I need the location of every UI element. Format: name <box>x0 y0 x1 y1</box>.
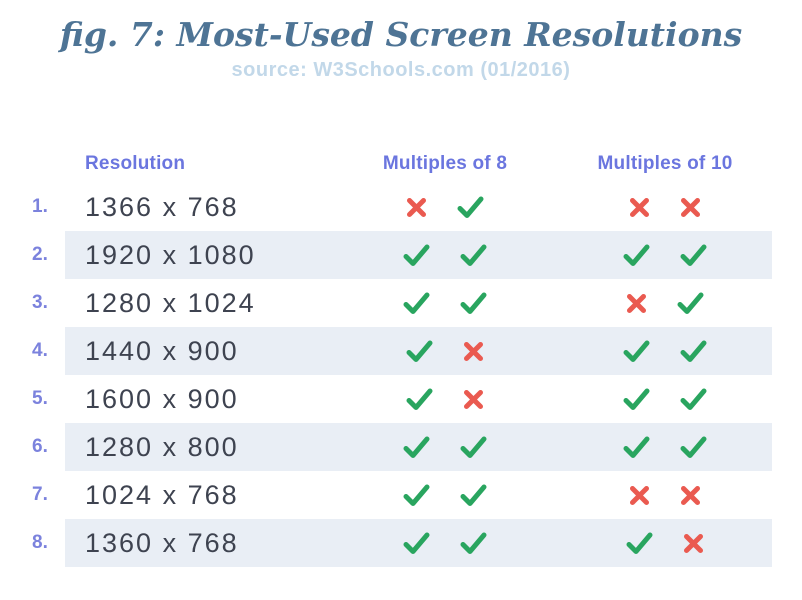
cross-icon <box>684 533 703 553</box>
row-band: 1366 x 768 <box>65 183 772 231</box>
table-row: 3. 1280 x 1024 <box>0 279 802 327</box>
row-number: 7. <box>32 484 48 505</box>
row-band: 1440 x 900 <box>65 327 772 375</box>
multiples-of-8-marks <box>365 532 525 555</box>
multiples-of-10-marks <box>585 532 745 555</box>
check-icon <box>403 244 430 266</box>
cross-icon <box>681 197 700 217</box>
multiples-of-10-marks <box>585 388 745 411</box>
check-icon <box>680 436 707 458</box>
table-header-row: Resolution Multiples of 8 Multiples of 1… <box>0 145 802 183</box>
check-icon <box>460 436 487 458</box>
table-body: 1. 1366 x 768 2. 1920 x 1080 3. 1280 x 1… <box>0 183 802 567</box>
check-icon <box>623 436 650 458</box>
resolution-value: 1280 x 800 <box>85 431 239 462</box>
cross-icon <box>630 485 649 505</box>
row-band: 1024 x 768 <box>65 471 772 519</box>
check-icon <box>403 292 430 314</box>
row-number: 5. <box>32 388 48 409</box>
table-row: 5. 1600 x 900 <box>0 375 802 423</box>
resolution-table: Resolution Multiples of 8 Multiples of 1… <box>0 145 802 567</box>
multiples-of-8-marks <box>365 292 525 315</box>
column-header-resolution: Resolution <box>85 153 186 174</box>
row-band: 1280 x 1024 <box>65 279 772 327</box>
multiples-of-10-marks <box>585 485 745 506</box>
table-row: 8. 1360 x 768 <box>0 519 802 567</box>
table-row: 2. 1920 x 1080 <box>0 231 802 279</box>
multiples-of-8-marks <box>365 196 525 219</box>
row-number: 1. <box>32 196 48 217</box>
header-band: Resolution Multiples of 8 Multiples of 1… <box>65 145 772 183</box>
resolution-value: 1440 x 900 <box>85 335 239 366</box>
figure-title: fig. 7: Most-Used Screen Resolutions <box>59 15 743 54</box>
check-icon <box>406 388 433 410</box>
cross-icon <box>681 485 700 505</box>
multiples-of-10-marks <box>585 436 745 459</box>
check-icon <box>680 388 707 410</box>
resolution-value: 1024 x 768 <box>85 479 239 510</box>
table-row: 1. 1366 x 768 <box>0 183 802 231</box>
multiples-of-10-marks <box>585 244 745 267</box>
check-icon <box>403 532 430 554</box>
multiples-of-8-marks <box>365 436 525 459</box>
row-number: 2. <box>32 244 48 265</box>
figure-source: source: W3Schools.com (01/2016) <box>231 59 571 81</box>
check-icon <box>457 196 484 218</box>
multiples-of-8-marks <box>365 244 525 267</box>
column-header-multiples-of-8: Multiples of 8 <box>382 153 508 174</box>
cross-icon <box>464 389 483 409</box>
cross-icon <box>464 341 483 361</box>
cross-icon <box>630 197 649 217</box>
row-number: 3. <box>32 292 48 313</box>
check-icon <box>403 484 430 506</box>
resolution-value: 1360 x 768 <box>85 527 239 558</box>
check-icon <box>403 436 430 458</box>
multiples-of-10-marks <box>585 197 745 218</box>
check-icon <box>406 340 433 362</box>
row-number: 6. <box>32 436 48 457</box>
resolution-value: 1366 x 768 <box>85 191 239 222</box>
multiples-of-10-marks <box>585 340 745 363</box>
check-icon <box>623 388 650 410</box>
row-number: 8. <box>32 532 48 553</box>
table-row: 4. 1440 x 900 <box>0 327 802 375</box>
row-band: 1360 x 768 <box>65 519 772 567</box>
row-number-header-spacer <box>32 145 65 183</box>
multiples-of-10-marks <box>585 292 745 315</box>
check-icon <box>680 244 707 266</box>
check-icon <box>460 484 487 506</box>
check-icon <box>460 244 487 266</box>
resolution-value: 1600 x 900 <box>85 383 239 414</box>
check-icon <box>460 532 487 554</box>
resolution-value: 1280 x 1024 <box>85 287 256 318</box>
check-icon <box>677 292 704 314</box>
check-icon <box>623 340 650 362</box>
cross-icon <box>627 293 646 313</box>
row-band: 1280 x 800 <box>65 423 772 471</box>
row-band: 1600 x 900 <box>65 375 772 423</box>
figure-header: fig. 7: Most-Used Screen Resolutions sou… <box>0 0 802 82</box>
multiples-of-8-marks <box>365 388 525 411</box>
multiples-of-8-marks <box>365 484 525 507</box>
check-icon <box>626 532 653 554</box>
row-band: 1920 x 1080 <box>65 231 772 279</box>
multiples-of-8-marks <box>365 340 525 363</box>
check-icon <box>460 292 487 314</box>
column-header-multiples-of-10: Multiples of 10 <box>597 153 733 174</box>
check-icon <box>680 340 707 362</box>
resolution-value: 1920 x 1080 <box>85 239 256 270</box>
table-row: 6. 1280 x 800 <box>0 423 802 471</box>
table-row: 7. 1024 x 768 <box>0 471 802 519</box>
cross-icon <box>407 197 426 217</box>
row-number: 4. <box>32 340 48 361</box>
check-icon <box>623 244 650 266</box>
